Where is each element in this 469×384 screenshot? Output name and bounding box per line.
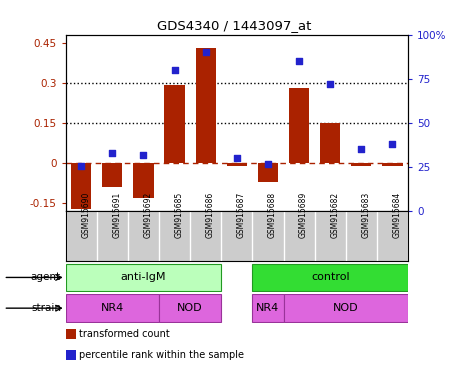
Point xyxy=(233,155,241,161)
Point xyxy=(389,141,396,147)
Text: GSM915685: GSM915685 xyxy=(174,192,183,238)
Text: NOD: NOD xyxy=(177,303,203,313)
Text: percentile rank within the sample: percentile rank within the sample xyxy=(79,350,244,360)
Bar xyxy=(102,163,122,187)
Bar xyxy=(159,295,221,322)
Text: GSM915689: GSM915689 xyxy=(299,192,308,238)
Text: strain: strain xyxy=(31,303,61,313)
Point xyxy=(264,161,272,167)
Bar xyxy=(252,295,284,322)
Bar xyxy=(320,123,340,163)
Point xyxy=(326,81,334,87)
Text: GDS4340 / 1443097_at: GDS4340 / 1443097_at xyxy=(157,19,312,32)
Point xyxy=(357,146,365,152)
Text: transformed count: transformed count xyxy=(79,329,169,339)
Bar xyxy=(382,163,402,166)
Text: agent: agent xyxy=(31,272,61,283)
Bar xyxy=(133,163,153,198)
Bar xyxy=(252,263,408,291)
Point xyxy=(140,152,147,158)
Bar xyxy=(289,88,309,163)
Text: NR4: NR4 xyxy=(101,303,124,313)
Bar xyxy=(66,295,159,322)
Text: GSM915683: GSM915683 xyxy=(361,192,371,238)
Text: GSM915686: GSM915686 xyxy=(206,192,215,238)
Point xyxy=(171,67,178,73)
Bar xyxy=(66,263,221,291)
Text: GSM915687: GSM915687 xyxy=(237,192,246,238)
Text: GSM915684: GSM915684 xyxy=(393,192,401,238)
Point xyxy=(109,150,116,156)
Bar xyxy=(71,163,91,209)
Text: GSM915691: GSM915691 xyxy=(113,192,121,238)
Point xyxy=(77,163,85,169)
Bar xyxy=(196,48,216,163)
Text: GSM915690: GSM915690 xyxy=(81,192,90,238)
Text: anti-IgM: anti-IgM xyxy=(121,272,166,283)
Bar xyxy=(258,163,278,182)
Bar xyxy=(351,163,371,166)
Text: GSM915682: GSM915682 xyxy=(330,192,339,238)
Text: NR4: NR4 xyxy=(257,303,280,313)
Bar xyxy=(165,85,185,163)
Point xyxy=(202,49,210,55)
Text: NOD: NOD xyxy=(333,303,359,313)
Bar xyxy=(227,163,247,166)
Text: GSM915688: GSM915688 xyxy=(268,192,277,238)
Bar xyxy=(284,295,408,322)
Text: GSM915692: GSM915692 xyxy=(144,192,152,238)
Text: control: control xyxy=(311,272,349,283)
Point xyxy=(295,58,303,64)
